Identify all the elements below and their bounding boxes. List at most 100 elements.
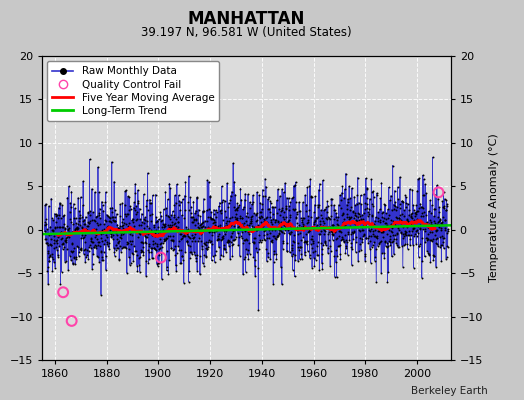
Point xyxy=(365,232,373,239)
Point xyxy=(96,221,104,228)
Point xyxy=(106,227,114,234)
Point xyxy=(146,196,154,203)
Point xyxy=(79,235,87,242)
Point xyxy=(345,236,354,243)
Point xyxy=(156,241,164,247)
Point xyxy=(286,231,294,238)
Point xyxy=(173,181,181,188)
Point xyxy=(342,214,351,220)
Point xyxy=(48,215,56,221)
Point xyxy=(283,219,292,226)
Point xyxy=(384,269,392,275)
Point xyxy=(141,217,149,223)
Point xyxy=(277,208,286,215)
Point xyxy=(64,231,73,237)
Point xyxy=(334,214,342,220)
Point xyxy=(220,246,228,252)
Point xyxy=(72,256,80,262)
Point xyxy=(108,235,117,242)
Point xyxy=(107,233,115,240)
Point xyxy=(222,220,231,226)
Point xyxy=(316,228,325,234)
Point xyxy=(72,254,80,260)
Point xyxy=(241,237,249,244)
Point xyxy=(391,232,399,238)
Point xyxy=(146,212,154,218)
Point xyxy=(364,240,373,246)
Point xyxy=(75,246,84,252)
Point xyxy=(275,227,283,234)
Point xyxy=(301,192,309,198)
Point xyxy=(172,216,180,222)
Point xyxy=(319,225,327,231)
Point xyxy=(276,212,285,218)
Point xyxy=(195,229,204,235)
Point xyxy=(240,219,248,226)
Point xyxy=(289,206,298,213)
Point xyxy=(305,183,314,189)
Point xyxy=(378,214,387,220)
Point xyxy=(366,238,375,244)
Point xyxy=(47,236,55,243)
Point xyxy=(359,223,367,230)
Point xyxy=(189,198,198,205)
Point xyxy=(137,247,145,253)
Point xyxy=(116,233,124,240)
Point xyxy=(429,252,438,258)
Point xyxy=(153,218,161,224)
Point xyxy=(130,227,138,233)
Point xyxy=(138,244,147,250)
Point xyxy=(119,227,128,234)
Point xyxy=(401,241,409,247)
Point xyxy=(228,242,236,248)
Point xyxy=(60,244,69,250)
Point xyxy=(330,216,338,223)
Point xyxy=(355,228,364,234)
Point xyxy=(237,222,245,228)
Point xyxy=(326,248,335,254)
Point xyxy=(48,227,57,233)
Point xyxy=(216,256,224,262)
Point xyxy=(388,253,396,260)
Point xyxy=(340,237,348,244)
Point xyxy=(173,226,181,232)
Point xyxy=(199,208,207,214)
Point xyxy=(130,199,138,206)
Point xyxy=(311,202,319,208)
Point xyxy=(268,239,276,245)
Point xyxy=(401,200,410,206)
Point xyxy=(270,251,278,257)
Point xyxy=(163,235,171,241)
Point xyxy=(250,235,259,241)
Point xyxy=(152,247,160,254)
Point xyxy=(177,231,185,237)
Point xyxy=(321,206,329,212)
Point xyxy=(293,227,301,233)
Point xyxy=(110,228,118,234)
Point xyxy=(147,245,155,252)
Point xyxy=(392,204,401,210)
Point xyxy=(180,229,188,235)
Point xyxy=(435,234,444,240)
Point xyxy=(282,204,290,211)
Point xyxy=(196,224,205,231)
Point xyxy=(248,199,257,205)
Point xyxy=(210,206,218,213)
Point xyxy=(80,234,89,241)
Point xyxy=(159,231,168,238)
Point xyxy=(294,227,302,234)
Point xyxy=(224,200,233,206)
Point xyxy=(333,235,341,242)
Point xyxy=(296,230,304,236)
Point xyxy=(444,228,452,234)
Point xyxy=(122,212,130,219)
Point xyxy=(122,244,130,251)
Point xyxy=(85,156,94,163)
Point xyxy=(352,249,360,255)
Point xyxy=(236,214,244,221)
Point xyxy=(370,258,379,264)
Point xyxy=(221,246,229,252)
Point xyxy=(352,216,360,223)
Point xyxy=(188,232,196,239)
Point xyxy=(56,224,64,230)
